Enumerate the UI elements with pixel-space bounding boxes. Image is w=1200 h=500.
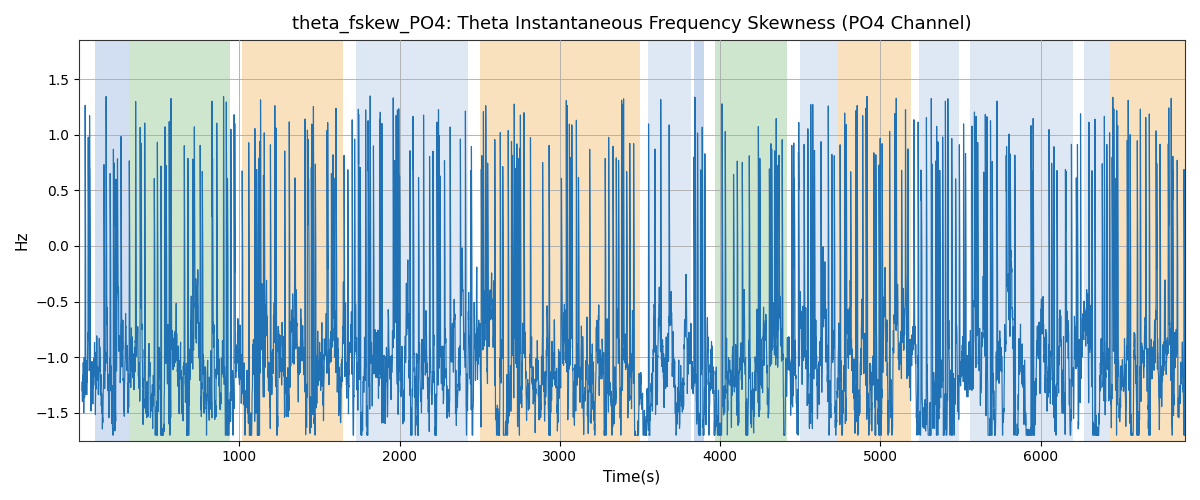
Bar <box>95 40 128 440</box>
Bar <box>480 40 640 440</box>
Title: theta_fskew_PO4: Theta Instantaneous Frequency Skewness (PO4 Channel): theta_fskew_PO4: Theta Instantaneous Fre… <box>292 15 972 34</box>
Bar <box>242 40 343 440</box>
Bar <box>1084 40 1110 440</box>
Bar <box>648 40 691 440</box>
Bar <box>838 40 911 440</box>
Y-axis label: Hz: Hz <box>14 230 30 250</box>
Bar <box>970 40 1073 440</box>
X-axis label: Time(s): Time(s) <box>604 470 660 485</box>
Bar <box>128 40 229 440</box>
Bar <box>715 40 787 440</box>
Bar <box>919 40 959 440</box>
Bar <box>800 40 838 440</box>
Bar <box>1110 40 1184 440</box>
Bar <box>356 40 468 440</box>
Bar <box>695 40 704 440</box>
